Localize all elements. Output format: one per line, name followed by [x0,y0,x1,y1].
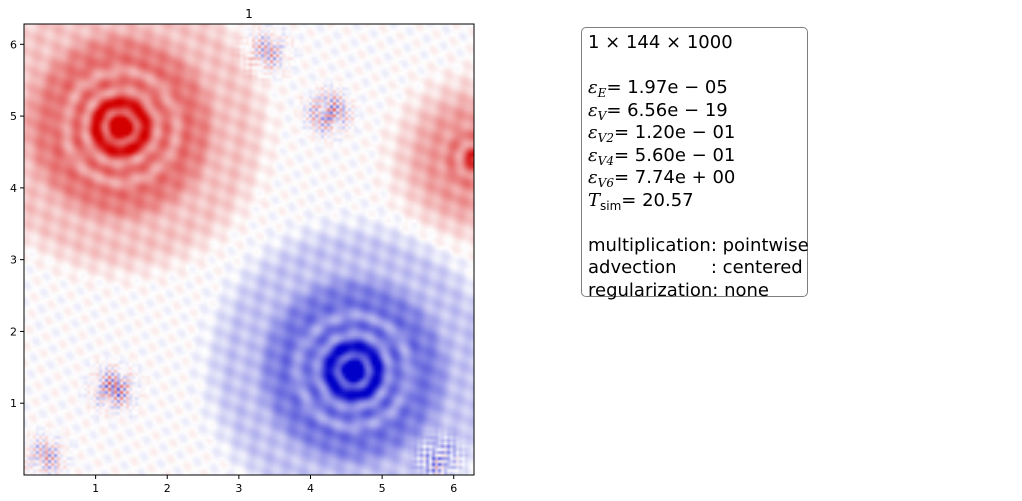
x-tick-label: 6 [450,482,457,495]
y-tick-label: 6 [10,38,17,51]
t-sim-line: Tsim= 20.57 [588,189,694,213]
x-tick-label: 3 [235,482,242,495]
y-tick-label: 1 [10,397,17,410]
y-tick-label: 5 [10,110,17,123]
x-tick-label: 1 [92,482,99,495]
y-axis: 1 2 3 4 5 6 [10,38,24,410]
y-tick-label: 3 [10,254,17,267]
multiplication-label: multiplication: pointwise [588,234,809,256]
eps-V6-line: εV6= 7.74e + 00 [588,167,736,190]
x-axis: 1 2 3 4 5 6 [92,475,457,495]
dims-label: 1 × 144 × 1000 [588,32,733,53]
x-tick-label: 2 [164,482,171,495]
simulation-info-box: 1 × 144 × 1000 εE= 1.97e − 05 εV= 6.56e … [581,27,809,301]
plot-frame [23,23,475,476]
y-tick-label: 2 [10,325,17,338]
eps-V-line: εV= 6.56e − 19 [588,99,728,123]
eps-E-line: εE= 1.97e − 05 [588,77,728,100]
eps-V4-line: εV4= 5.60e − 01 [588,144,736,168]
x-tick-label: 5 [379,482,386,495]
y-tick-label: 4 [10,182,17,195]
eps-V2-line: εV2= 1.20e − 01 [588,122,736,145]
heatmap-field [24,24,474,475]
advection-label: advection : centered [588,257,803,278]
heatmap-image [24,24,474,475]
x-tick-label: 4 [307,482,314,495]
chart-title: 1 [245,7,253,21]
regularization-label: regularization: none [588,279,769,301]
